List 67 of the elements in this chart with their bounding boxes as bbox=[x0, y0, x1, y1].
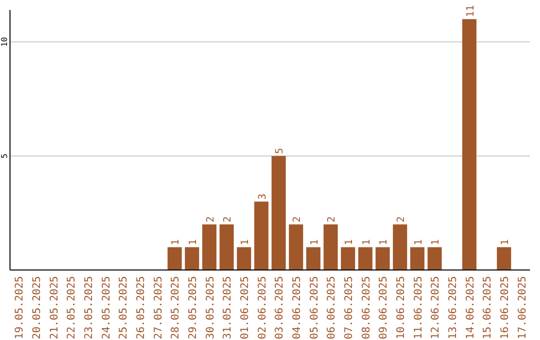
x-tick-label: 31.05.2025 bbox=[222, 276, 234, 340]
x-tick-label: 09.06.2025 bbox=[378, 276, 390, 340]
bar bbox=[358, 247, 372, 270]
x-tick-label: 24.05.2025 bbox=[100, 276, 112, 340]
bar bbox=[496, 247, 512, 270]
data-label: 1 bbox=[430, 239, 442, 246]
x-tick-label: 21.05.2025 bbox=[48, 276, 60, 340]
y-tick-label: 10 bbox=[0, 36, 9, 47]
x-tick-label: 01.06.2025 bbox=[239, 276, 251, 340]
data-label: 5 bbox=[274, 148, 286, 154]
bar bbox=[288, 224, 304, 270]
bar bbox=[254, 202, 268, 270]
data-label: 1 bbox=[188, 239, 199, 246]
x-tick-label: 07.06.2025 bbox=[343, 276, 355, 340]
x-tick-label: 04.06.2025 bbox=[291, 276, 303, 340]
x-tick-label: 22.05.2025 bbox=[66, 276, 78, 340]
x-tick-label: 02.06.2025 bbox=[256, 276, 268, 340]
data-label: 1 bbox=[413, 239, 424, 246]
data-label: 2 bbox=[326, 216, 338, 222]
x-tick-label: 30.05.2025 bbox=[204, 276, 216, 340]
x-tick-label: 20.05.2025 bbox=[31, 276, 43, 340]
data-label: 2 bbox=[396, 216, 407, 222]
x-tick-label: 15.06.2025 bbox=[482, 276, 494, 340]
bar bbox=[168, 247, 182, 270]
data-label: 1 bbox=[240, 239, 251, 246]
x-tick-label: 06.06.2025 bbox=[326, 276, 338, 340]
bar bbox=[428, 247, 442, 270]
bar bbox=[306, 247, 320, 270]
x-tick-label: 26.05.2025 bbox=[135, 276, 147, 340]
x-tick-label: 17.06.2025 bbox=[516, 276, 528, 340]
data-label: 1 bbox=[170, 239, 182, 246]
x-tick-label: 05.06.2025 bbox=[308, 276, 320, 340]
data-label: 1 bbox=[344, 239, 355, 246]
data-label: 1 bbox=[500, 239, 511, 246]
x-tick-label: 12.06.2025 bbox=[430, 276, 442, 340]
data-label: 2 bbox=[222, 216, 234, 222]
x-tick-label: 28.05.2025 bbox=[170, 276, 182, 340]
data-label: 3 bbox=[257, 194, 268, 200]
data-label: 2 bbox=[292, 216, 303, 222]
x-tick-label: 14.06.2025 bbox=[464, 276, 476, 340]
bar bbox=[410, 247, 424, 270]
x-tick-label: 19.05.2025 bbox=[14, 276, 26, 340]
bar bbox=[272, 156, 286, 270]
x-tick-label: 08.06.2025 bbox=[360, 276, 372, 340]
x-tick-label: 11.06.2025 bbox=[412, 276, 424, 340]
bar bbox=[392, 224, 408, 270]
x-tick-label: 23.05.2025 bbox=[83, 276, 95, 340]
x-tick-label: 10.06.2025 bbox=[395, 276, 407, 340]
x-tick-label: 27.05.2025 bbox=[152, 276, 164, 340]
x-tick-label: 03.06.2025 bbox=[274, 276, 286, 340]
bar bbox=[376, 247, 390, 270]
bar bbox=[340, 247, 356, 270]
x-tick-label: 16.06.2025 bbox=[499, 276, 511, 340]
x-tick-label: 13.06.2025 bbox=[447, 276, 459, 340]
bar bbox=[462, 19, 476, 270]
data-label: 2 bbox=[205, 216, 216, 222]
x-tick-label: 29.05.2025 bbox=[187, 276, 199, 340]
bar bbox=[236, 247, 252, 270]
bar bbox=[184, 247, 200, 270]
data-label: 11 bbox=[465, 5, 476, 18]
data-label: 1 bbox=[361, 239, 372, 246]
data-label: 1 bbox=[309, 239, 320, 246]
x-tick-label: 25.05.2025 bbox=[118, 276, 130, 340]
data-label: 1 bbox=[378, 239, 390, 246]
bar bbox=[202, 224, 216, 270]
bar bbox=[324, 224, 338, 270]
bar bbox=[220, 224, 234, 270]
